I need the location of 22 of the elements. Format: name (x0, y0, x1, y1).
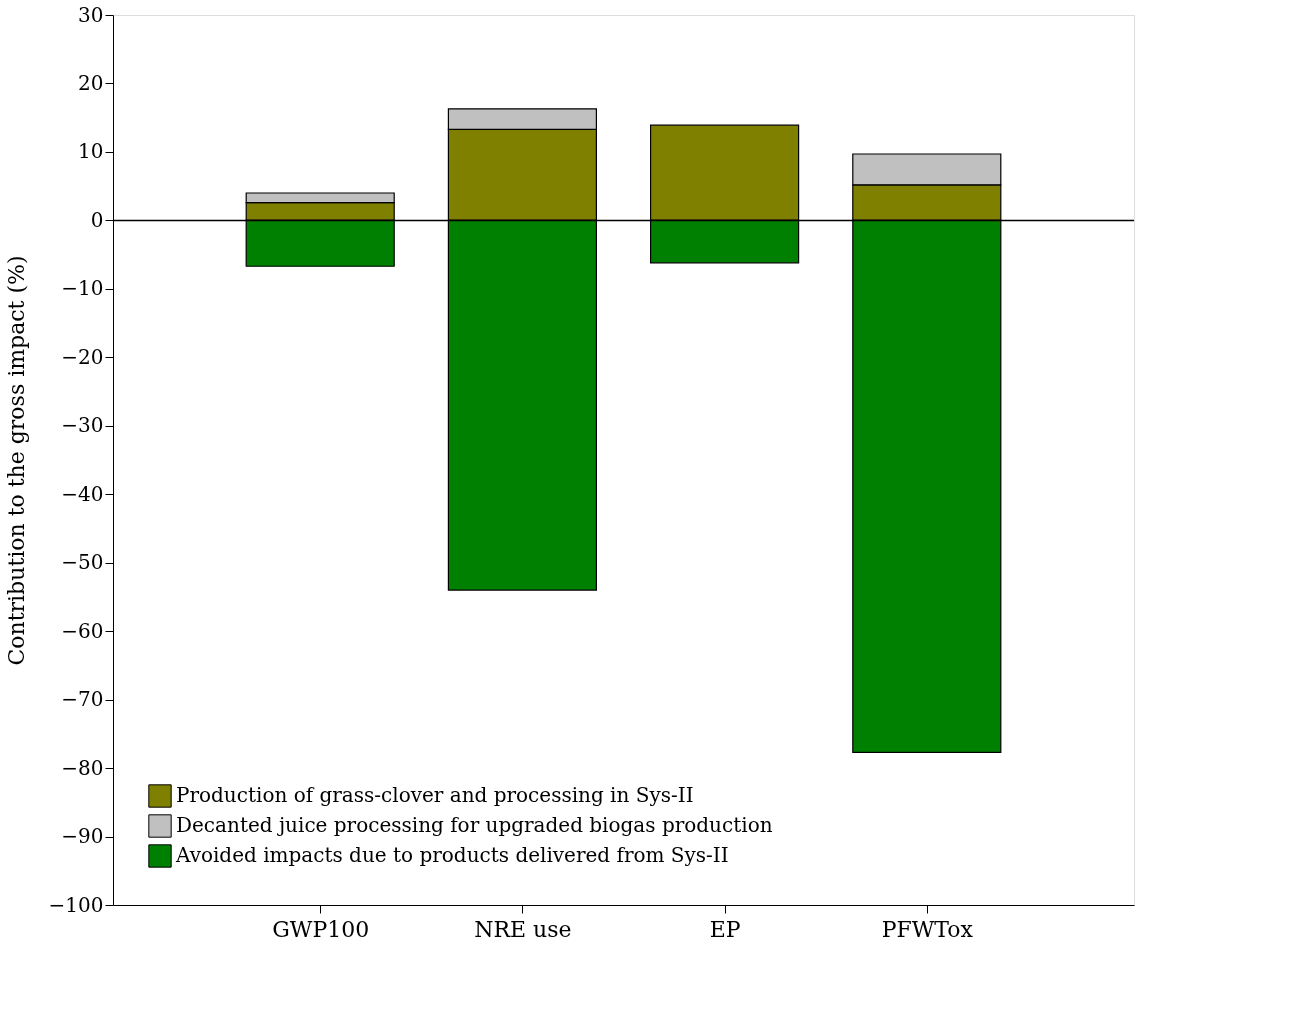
x-tick-label: NRE use (474, 916, 572, 942)
y-tick-label: −90 (61, 824, 104, 849)
y-tick-label: −10 (61, 276, 104, 301)
y-tick-label: −60 (61, 618, 104, 643)
y-tick-label: −20 (61, 344, 104, 369)
legend-label: Decanted juice processing for upgraded biogas production (176, 813, 773, 837)
x-tick-label: EP (709, 916, 741, 942)
x-tick-label: PFWTox (881, 916, 974, 942)
y-tick-label: −50 (61, 550, 104, 575)
x-tick-label: GWP100 (272, 916, 370, 942)
y-tick-label: −30 (61, 413, 104, 438)
legend-label: Avoided impacts due to products delivered from Sys-II (175, 843, 729, 867)
y-axis-title: Contribution to the gross impact (%) (3, 255, 29, 666)
y-tick-label: −70 (61, 687, 104, 712)
y-tick-label: 10 (78, 139, 104, 164)
y-tick-label: 30 (78, 2, 104, 27)
legend-label: Production of grass-clover and processing in Sys-II (176, 783, 694, 807)
y-tick-label: −80 (61, 755, 104, 780)
y-tick-label: 0 (90, 207, 104, 232)
y-tick-label: −40 (61, 481, 104, 506)
y-tick-label: −100 (48, 892, 104, 917)
y-tick-label: 20 (78, 70, 104, 95)
